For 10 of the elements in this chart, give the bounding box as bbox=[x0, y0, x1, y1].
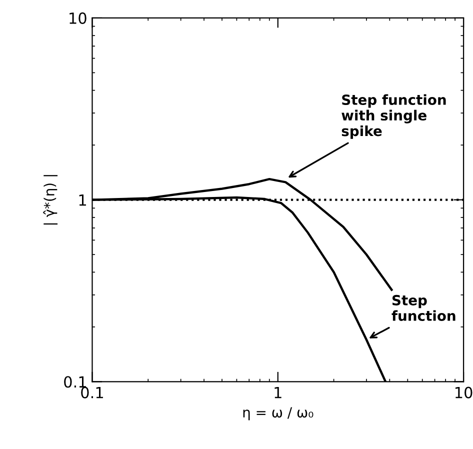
annotation: Step function bbox=[392, 294, 456, 321]
y-tick-label: 0.1 bbox=[64, 376, 86, 388]
y-tick-label: 10 bbox=[70, 12, 86, 24]
annotation: Step function with single spike bbox=[342, 94, 446, 139]
x-tick-label: 0.1 bbox=[81, 386, 103, 398]
y-tick-label: 1 bbox=[79, 194, 86, 206]
y-axis-title: | γ̂*(η) | bbox=[43, 175, 58, 225]
x-axis-title: η = ω / ω₀ bbox=[243, 407, 314, 420]
x-tick-label: 10 bbox=[456, 386, 472, 398]
x-tick-label: 1 bbox=[274, 386, 282, 398]
